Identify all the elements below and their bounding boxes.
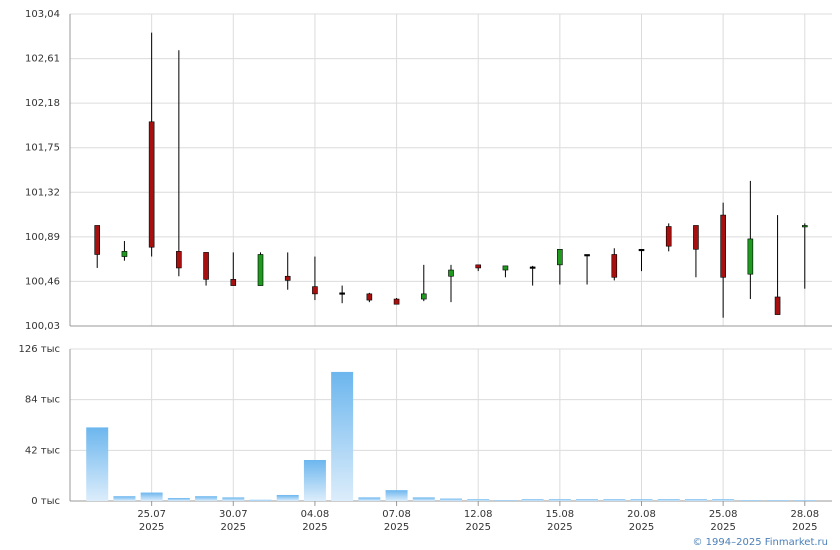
y-tick-label: 101,75: [25, 143, 60, 154]
x-tick-year: 2025: [710, 522, 735, 533]
y-tick-label: 126 тыс: [19, 344, 60, 355]
y-tick-label: 0 тыс: [31, 496, 60, 507]
x-tick-label: 20.08: [627, 509, 656, 520]
y-tick-label: 103,04: [25, 9, 60, 20]
candle-body: [611, 254, 618, 278]
x-tick-year: 2025: [629, 522, 654, 533]
y-tick-label: 101,32: [25, 187, 60, 198]
volume-bar: [249, 499, 272, 501]
candle-body: [665, 226, 672, 247]
x-tick-year: 2025: [547, 522, 572, 533]
volume-bar: [766, 500, 789, 501]
y-tick-label: 100,46: [25, 276, 60, 287]
x-tick-label: 15.08: [546, 509, 575, 520]
volume-bar: [684, 499, 707, 501]
volume-bar: [467, 499, 490, 501]
candle-body: [257, 254, 264, 286]
y-tick-label: 100,89: [25, 232, 60, 243]
x-tick-label: 12.08: [464, 509, 493, 520]
candle-body: [339, 292, 345, 295]
candle-body: [638, 248, 645, 252]
volume-bar: [222, 497, 245, 501]
candle-body: [747, 238, 754, 275]
x-tick-label: 28.08: [790, 509, 819, 520]
volume-bar: [276, 494, 299, 501]
candle-body: [801, 225, 808, 228]
candle-body: [475, 264, 482, 269]
volume-bar: [331, 371, 354, 501]
candle-body: [148, 121, 155, 248]
candle-body: [94, 225, 101, 255]
candle-body: [312, 286, 318, 295]
credit[interactable]: © 1994–2025 Finmarket.ru: [692, 537, 828, 548]
candle-body: [366, 293, 373, 301]
candle-body: [393, 298, 400, 305]
volume-bar: [603, 499, 626, 501]
x-tick-year: 2025: [221, 522, 246, 533]
volume-bar: [358, 497, 381, 501]
x-tick-label: 07.08: [382, 509, 411, 520]
candle-body: [529, 266, 536, 269]
candle-body: [230, 279, 237, 286]
candle-body: [584, 254, 590, 257]
volume-bar: [576, 499, 599, 501]
candle-body: [502, 265, 509, 271]
volume-bar: [494, 500, 517, 501]
candle-body: [176, 251, 182, 269]
volume-bar: [303, 459, 326, 501]
volume-bar: [167, 497, 190, 501]
x-tick-year: 2025: [139, 522, 164, 533]
candle-body: [448, 269, 454, 277]
candle-body: [720, 214, 726, 278]
volume-bar: [793, 500, 816, 501]
y-tick-label: 84 тыс: [25, 395, 60, 406]
candle-body: [774, 296, 781, 315]
x-tick-year: 2025: [302, 522, 327, 533]
volume-bar: [440, 498, 462, 501]
volume-bar: [86, 427, 109, 501]
x-tick-year: 2025: [792, 522, 817, 533]
candle-body: [420, 293, 427, 300]
volume-bar: [712, 499, 735, 501]
candle-body: [557, 248, 563, 266]
volume-bar: [548, 499, 571, 501]
candle-body: [693, 225, 699, 250]
candle-body: [284, 275, 291, 281]
x-tick-label: 25.07: [137, 509, 166, 520]
y-tick-label: 102,18: [25, 98, 60, 109]
volume-bar: [195, 496, 218, 501]
y-tick-label: 102,61: [25, 54, 60, 65]
x-tick-label: 30.07: [219, 509, 248, 520]
volume-bar: [657, 499, 680, 501]
volume-bar: [385, 490, 408, 501]
x-tick-year: 2025: [384, 522, 409, 533]
x-tick-label: 25.08: [709, 509, 738, 520]
y-tick-label: 100,03: [25, 321, 60, 332]
volume-bar: [140, 492, 163, 501]
volume-bar: [113, 496, 136, 501]
x-tick-label: 04.08: [301, 509, 330, 520]
y-tick-label: 42 тыс: [25, 445, 60, 456]
volume-bar: [630, 499, 653, 501]
candle-body: [203, 252, 209, 280]
candle-body: [121, 251, 128, 257]
x-tick-year: 2025: [465, 522, 490, 533]
volume-bar: [521, 499, 544, 501]
volume-bar: [739, 500, 762, 501]
volume-bar: [412, 497, 435, 501]
